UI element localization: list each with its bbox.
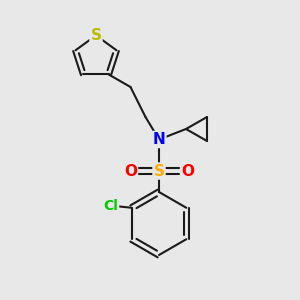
Text: N: N (153, 132, 165, 147)
Text: O: O (181, 164, 194, 178)
Text: S: S (154, 164, 164, 178)
Text: O: O (124, 164, 137, 178)
Text: Cl: Cl (103, 199, 118, 213)
Text: S: S (91, 28, 101, 43)
